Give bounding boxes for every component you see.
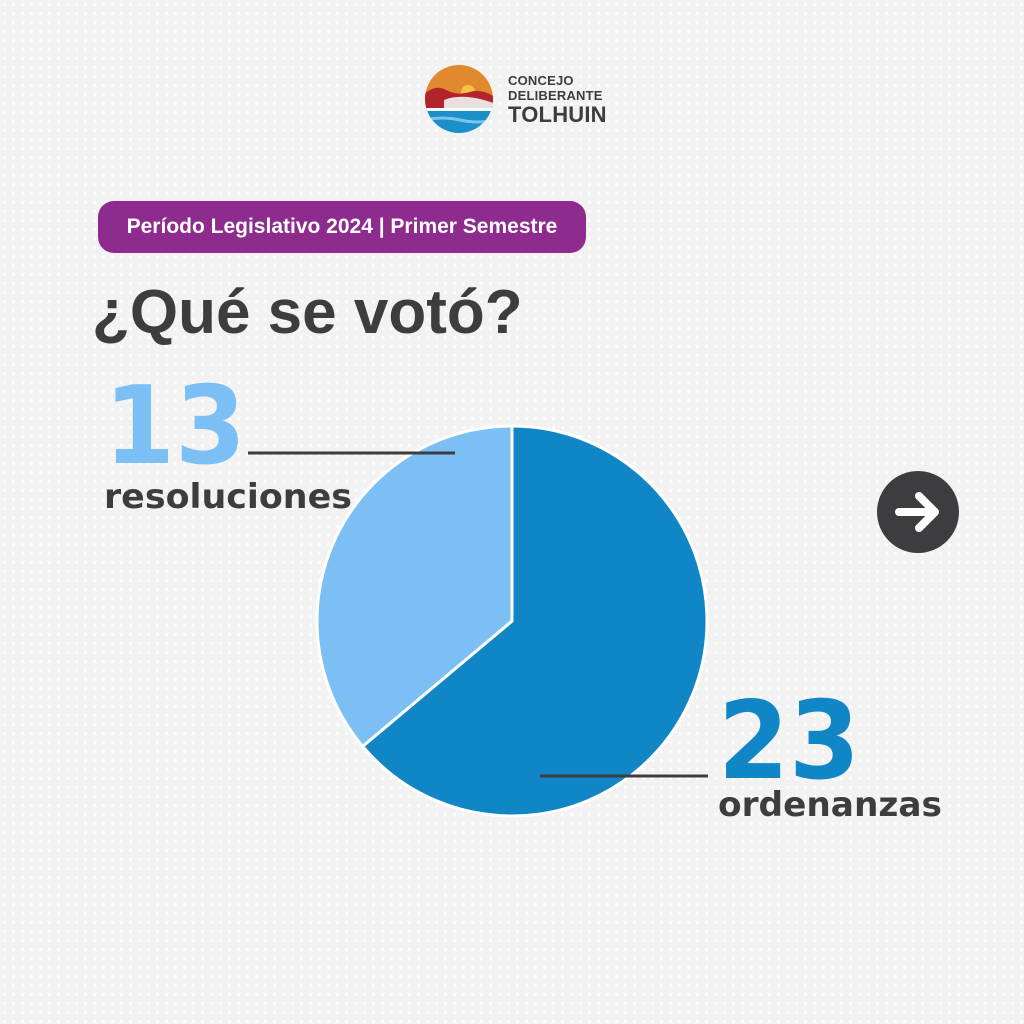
pie-slice-ordenanzas (361, 424, 709, 818)
category-label-ordenanzas: ordenanzas (718, 785, 942, 825)
concejo-logo-emblem (425, 65, 493, 133)
logo-text-line-1: CONCEJO (508, 73, 574, 88)
arrow-right-icon (895, 492, 939, 532)
category-label-resoluciones: resoluciones (104, 477, 352, 517)
page-title: ¿Qué se votó? (92, 278, 523, 347)
concejo-logo: CONCEJO DELIBERANTE TOLHUIN (424, 64, 614, 136)
logo-text-line-2: DELIBERANTE (508, 88, 603, 103)
next-button[interactable] (877, 471, 959, 553)
logo-text-line-3: TOLHUIN (508, 102, 607, 127)
value-label-ordenanzas: 23 (718, 679, 860, 804)
pie-slice-resoluciones (315, 424, 514, 748)
value-label-resoluciones: 13 (104, 364, 246, 489)
period-badge: Período Legislativo 2024 | Primer Semest… (98, 201, 586, 253)
